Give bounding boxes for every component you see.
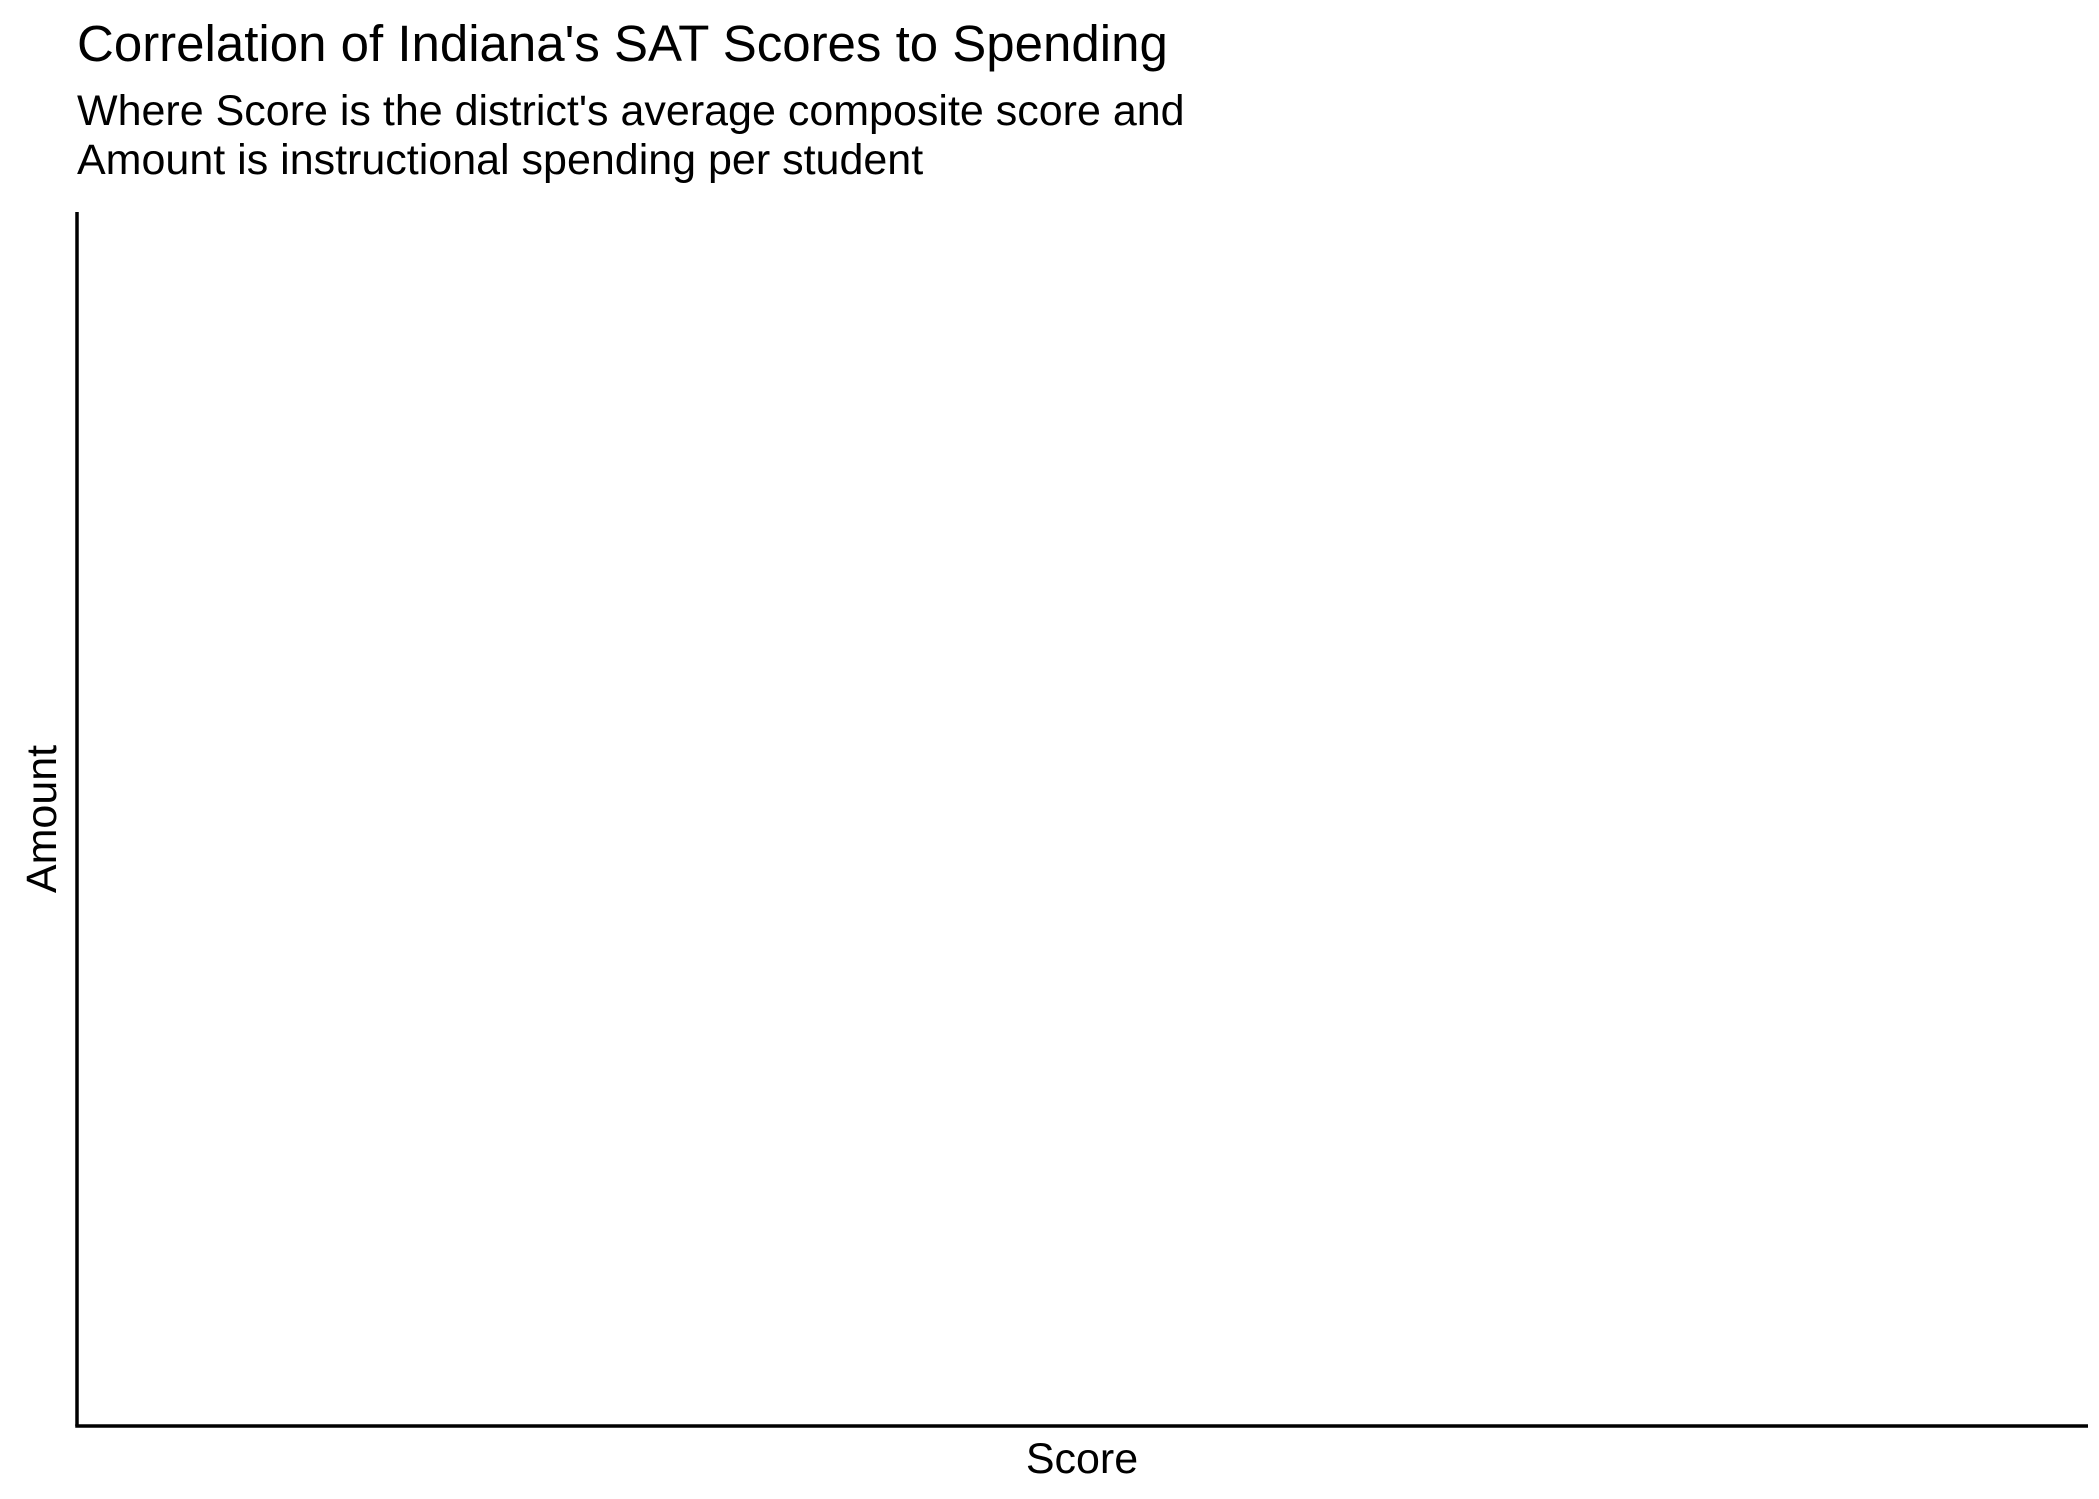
- chart-subtitle-line-1: Where Score is the district's average co…: [77, 87, 1185, 135]
- chart-title: Correlation of Indiana's SAT Scores to S…: [77, 15, 1168, 72]
- y-axis-label: Amount: [18, 745, 66, 893]
- x-axis-label: Score: [1026, 1435, 1138, 1483]
- chart-subtitle: Where Score is the district's average co…: [77, 87, 1185, 185]
- chart-subtitle-line-2: Amount is instructional spending per stu…: [77, 136, 924, 184]
